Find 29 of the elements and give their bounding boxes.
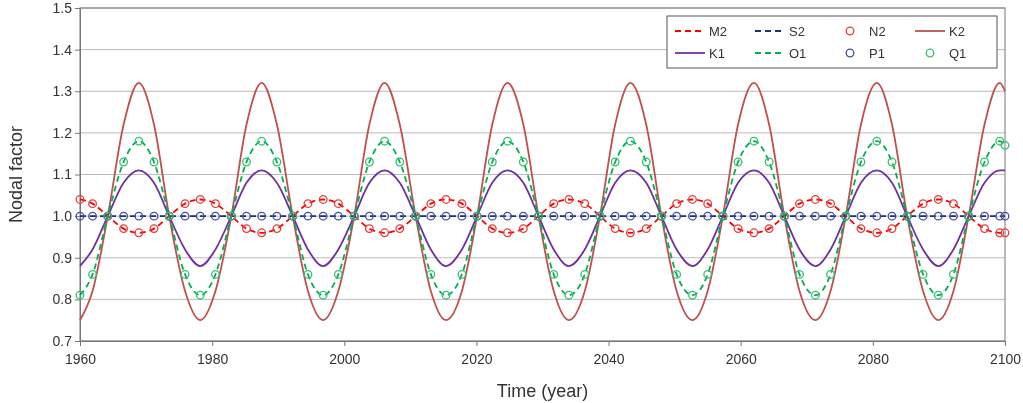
x-tick-label: 1980 — [197, 351, 229, 368]
x-tick-label: 2060 — [725, 351, 757, 368]
x-tick-label: 2080 — [857, 351, 890, 368]
y-tick-label: 0.9 — [52, 249, 73, 266]
y-tick-label: 1.0 — [52, 208, 73, 225]
legend-label: Q1 — [949, 45, 967, 61]
legend-label: M2 — [709, 23, 728, 39]
x-axis-title: Time (year) — [496, 381, 589, 401]
x-tick-label: 2040 — [593, 351, 625, 368]
legend-label: N2 — [869, 23, 886, 39]
y-tick-label: 0.7 — [52, 332, 73, 349]
y-tick-label: 1.3 — [52, 83, 73, 100]
y-tick-label: 0.8 — [52, 291, 73, 308]
legend-label: P1 — [869, 45, 885, 61]
x-tick-label: 2000 — [329, 351, 361, 368]
line-series — [79, 169, 1006, 267]
y-axis-title: Nodal factor — [6, 125, 26, 224]
y-tick-label: 1.4 — [52, 41, 73, 58]
legend-label: O1 — [789, 45, 807, 61]
y-tick-label: 1.1 — [52, 166, 73, 183]
x-tick-label: 1960 — [64, 351, 97, 368]
legend-label: K1 — [709, 45, 725, 61]
legend-label: S2 — [789, 23, 805, 39]
x-tick-label: 2100 — [989, 351, 1022, 368]
y-tick-label: 1.2 — [52, 124, 73, 141]
line-series — [79, 82, 1006, 322]
legend-label: K2 — [949, 23, 965, 39]
y-tick-label: 1.5 — [52, 0, 73, 16]
x-tick-label: 2020 — [461, 351, 493, 368]
